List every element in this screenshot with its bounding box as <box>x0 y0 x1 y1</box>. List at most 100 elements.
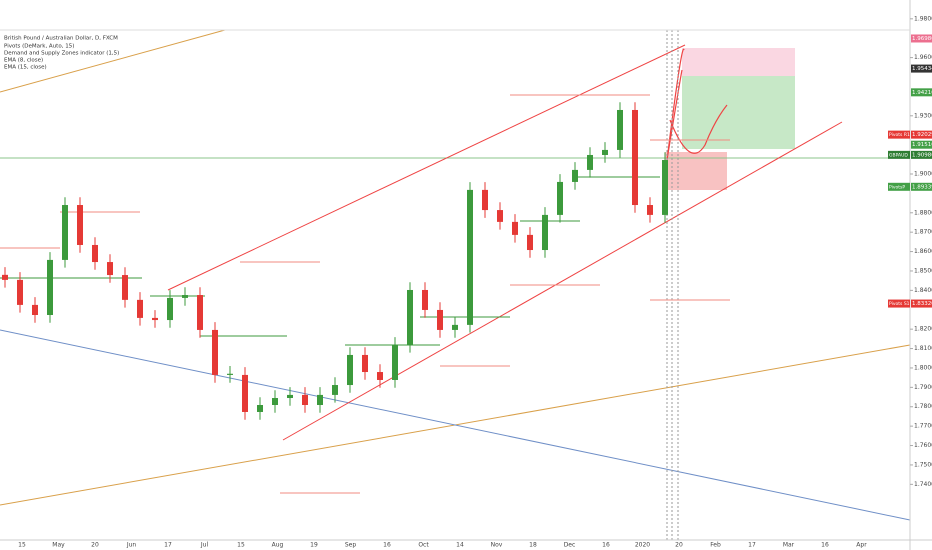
price-tag-label: 1.89339 <box>912 184 932 190</box>
price-tag-name: PivotsP <box>889 184 905 190</box>
candle-body <box>647 205 653 215</box>
x-tick-label: 15 <box>18 542 26 549</box>
price-tag-label: 1.91510 <box>912 142 932 148</box>
y-tick-label: 1.88000 <box>914 209 932 216</box>
candle-body <box>32 304 38 315</box>
candle-body <box>122 275 128 300</box>
legend-entry: Pivots (DeMark, Auto, 15) <box>4 44 74 50</box>
trend-line <box>0 329 911 521</box>
candle-body <box>332 385 338 395</box>
price-tag-name: Pivots R1 <box>889 132 910 138</box>
candle-body <box>287 394 293 399</box>
candle-body <box>92 244 98 263</box>
candle-body <box>572 169 578 182</box>
candle-body <box>62 205 68 260</box>
x-tick-label: Dec <box>564 542 576 549</box>
y-tick-label: 1.98000 <box>914 15 932 22</box>
pivot-lines <box>0 94 730 494</box>
price-tag-name: GBPAUD <box>889 152 908 158</box>
candle-body <box>482 189 488 211</box>
y-tick-label: 1.78000 <box>914 403 932 410</box>
legend-entry: EMA (8, close) <box>4 58 43 64</box>
y-tick-label: 1.86000 <box>914 248 932 255</box>
price-tag-label: 1.96986 <box>912 36 932 42</box>
y-tick-label: 1.84000 <box>914 287 932 294</box>
price-tag-label: 1.94210 <box>912 90 932 96</box>
candle-body <box>347 354 353 386</box>
channel-line <box>167 44 686 291</box>
candle-body <box>197 295 203 330</box>
x-tick-label: 20 <box>675 542 683 549</box>
price-tag-label: 1.90986 <box>912 152 932 158</box>
y-tick-label: 1.77000 <box>914 423 932 430</box>
x-tick-label: Oct <box>418 542 429 549</box>
candle-body <box>377 372 383 380</box>
candle-body <box>632 109 638 206</box>
y-tick-label: 1.82000 <box>914 326 932 333</box>
y-tick-label: 1.90000 <box>914 170 932 177</box>
candle-body <box>137 299 143 318</box>
channel-line <box>282 121 843 441</box>
trend-line <box>0 29 226 93</box>
x-tick-label: 17 <box>164 542 172 549</box>
x-tick-label: 15 <box>237 542 245 549</box>
candle-body <box>557 181 563 215</box>
candle-body <box>167 297 173 321</box>
profit-zone <box>682 76 795 149</box>
candle-body <box>182 295 188 298</box>
x-tick-label: 20 <box>91 542 99 549</box>
y-tick-label: 1.93000 <box>914 112 932 119</box>
candle-body <box>317 394 323 405</box>
price-tag-name: Pivots S1 <box>889 301 910 307</box>
y-tick-label: 1.96000 <box>914 54 932 61</box>
candle-body <box>227 373 233 375</box>
price-tag-label: 1.92029 <box>912 132 932 138</box>
candle-body <box>407 289 413 345</box>
candle-body <box>617 109 623 150</box>
price-tag-name-box <box>888 130 910 139</box>
candle-body <box>302 394 308 405</box>
demand-lines <box>0 176 660 346</box>
candle-body <box>17 279 23 305</box>
event-lines <box>666 30 679 540</box>
legend: Pivots (DeMark, Auto, 15)Demand and Supp… <box>4 44 119 71</box>
x-tick-label: Sep <box>345 542 357 549</box>
price-tag-label: 1.95434 <box>912 66 932 72</box>
price-tag <box>911 150 932 159</box>
x-tick-label: 17 <box>748 542 756 549</box>
candle-body <box>497 210 503 222</box>
y-tick-label: 1.76000 <box>914 442 932 449</box>
candle-body <box>212 329 218 375</box>
candle-body <box>512 221 518 235</box>
y-tick-label: 1.85000 <box>914 267 932 274</box>
price-tag-name-box <box>888 299 910 308</box>
candle-body <box>662 160 668 215</box>
candle-body <box>542 214 548 251</box>
candle-body <box>362 354 368 373</box>
x-tick-label: Nov <box>491 542 503 549</box>
y-tick-label: 1.81000 <box>914 345 932 352</box>
candle-body <box>602 149 608 155</box>
x-tick-label: Mar <box>783 542 795 549</box>
x-tick-label: 16 <box>821 542 829 549</box>
x-tick-label: Feb <box>710 542 721 549</box>
x-tick-label: 2020 <box>635 542 650 549</box>
legend-entry: EMA (15, close) <box>4 65 47 71</box>
candle-body <box>422 289 428 310</box>
candle-body <box>77 205 83 245</box>
y-tick-label: 1.75000 <box>914 461 932 468</box>
x-tick-label: 14 <box>456 542 464 549</box>
candle-body <box>437 309 443 330</box>
candle-body <box>272 398 278 405</box>
candle-body <box>242 374 248 412</box>
candle-body <box>527 234 533 251</box>
price-tag <box>911 140 932 149</box>
price-tag <box>911 64 932 73</box>
projection <box>666 48 728 161</box>
candle-body <box>467 189 473 325</box>
price-tag <box>911 88 932 97</box>
candle-body <box>152 317 158 321</box>
x-tick-label: 16 <box>602 542 610 549</box>
candle-body <box>587 154 593 170</box>
candle-body <box>257 405 263 412</box>
